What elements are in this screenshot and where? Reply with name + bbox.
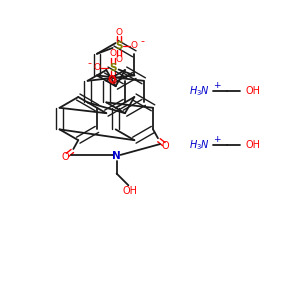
Text: +: + <box>213 81 220 90</box>
Text: O: O <box>109 49 116 58</box>
Text: -: - <box>87 58 91 68</box>
Text: OH: OH <box>123 186 138 196</box>
Text: O: O <box>115 55 122 64</box>
Text: O: O <box>109 77 116 86</box>
Text: +: + <box>213 135 220 144</box>
Text: O: O <box>115 28 122 37</box>
Text: O: O <box>107 75 115 85</box>
Text: O: O <box>94 63 100 72</box>
Text: O: O <box>131 41 138 50</box>
Text: $H_3N$: $H_3N$ <box>189 84 210 98</box>
Text: OH: OH <box>246 86 261 96</box>
Text: O: O <box>162 141 169 151</box>
Text: N: N <box>112 151 121 161</box>
Text: OH: OH <box>246 140 261 150</box>
Text: O: O <box>62 152 69 162</box>
Text: S: S <box>115 41 122 51</box>
Text: S: S <box>109 63 116 73</box>
Text: $H_3N$: $H_3N$ <box>189 138 210 152</box>
Text: -: - <box>140 36 144 46</box>
